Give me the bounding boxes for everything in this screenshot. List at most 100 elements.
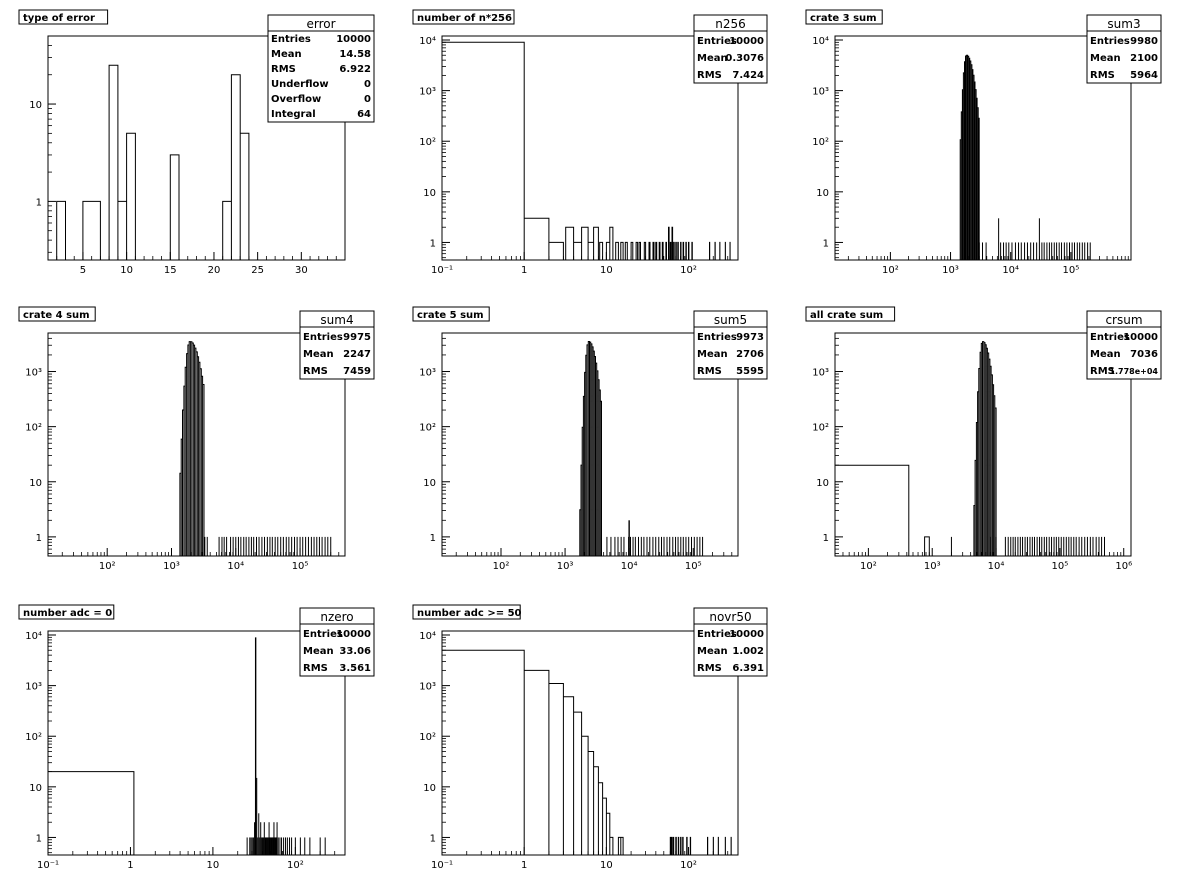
y-tick-label: 10⁴ <box>812 36 829 47</box>
histogram-title: crate 4 sum <box>18 306 96 322</box>
x-axis: 10² 10³ 10⁴ 10⁵ <box>455 548 739 572</box>
stats-value: 2100 <box>1130 53 1158 64</box>
histogram-bars <box>56 64 250 260</box>
stats-value: 7.424 <box>732 70 764 81</box>
stats-value: 0 <box>364 79 371 90</box>
y-axis: 1 10 10² 10³ 10⁴ <box>25 631 56 854</box>
stats-value: 10000 <box>1123 332 1158 343</box>
x-tick-label: 10² <box>680 265 697 276</box>
x-tick-label: 10² <box>493 561 510 572</box>
y-tick-label: 10² <box>419 423 436 434</box>
stats-name: sum3 <box>1107 17 1140 31</box>
stats-value: 0 <box>364 94 371 105</box>
histogram-panel: 1 10 10² 10³ 10⁴ 10⁻¹ 1 10 10² number adc >= 50 no… <box>412 604 768 871</box>
stats-label: Mean <box>303 646 334 657</box>
x-tick-label: 1 <box>521 265 527 276</box>
stats-label: Mean <box>271 49 302 60</box>
title-box <box>805 306 896 322</box>
x-axis: 10⁻¹ 1 10 10² <box>431 847 739 871</box>
stats-name: error <box>306 17 335 31</box>
stats-label: Underflow <box>271 79 329 90</box>
histogram-panel: 1 10 10² 10³ 10² 10³ 10⁴ 10⁵ 10⁶ all crate sum crs… <box>805 306 1162 572</box>
stats-value: 14.58 <box>339 49 371 60</box>
y-axis: 1 10 <box>29 35 56 253</box>
stats-frame <box>1086 310 1162 380</box>
histogram-title: crate 3 sum <box>805 9 883 25</box>
y-tick-label: 10² <box>419 137 436 148</box>
stats-label: Mean <box>303 349 334 360</box>
x-tick-label: 10² <box>860 561 877 572</box>
histogram-bars <box>441 41 731 260</box>
stats-frame <box>693 310 768 380</box>
title-text: all crate sum <box>810 310 883 321</box>
stats-label: RMS <box>1090 366 1115 377</box>
stats-value: 10000 <box>336 34 371 45</box>
y-axis: 1 10 10² 10³ 10⁴ <box>812 36 843 259</box>
title-box <box>412 9 515 25</box>
y-tick-label: 10 <box>29 478 42 489</box>
x-tick-label: 10⁴ <box>227 561 244 572</box>
y-tick-label: 1 <box>430 833 436 844</box>
y-tick-label: 10 <box>423 783 436 794</box>
x-tick-label: 10 <box>600 860 613 871</box>
y-tick-label: 10² <box>25 732 42 743</box>
histogram-title: type of error <box>18 9 109 25</box>
stats-label: Entries <box>271 34 311 45</box>
stats-value: 7459 <box>343 366 371 377</box>
y-axis: 1 10 10² 10³ <box>419 332 450 554</box>
x-tick-label: 10³ <box>163 561 180 572</box>
stats-frame <box>299 607 375 677</box>
stats-box: error Entries 10000 Mean 14.58 RMS 6.922 Underf… <box>267 14 375 123</box>
stats-label: Entries <box>1090 36 1130 47</box>
stats-label: RMS <box>697 70 722 81</box>
histogram-title: number of n*256 <box>412 9 515 25</box>
stats-frame <box>299 310 375 380</box>
y-tick-label: 10³ <box>812 87 829 98</box>
x-tick-label: 10³ <box>942 265 959 276</box>
x-axis: 5 10 15 20 25 30 <box>47 252 337 276</box>
stats-name: novr50 <box>709 610 751 624</box>
x-tick-label: 10 <box>120 265 133 276</box>
stats-name: sum5 <box>714 313 747 327</box>
stats-frame <box>1086 14 1162 84</box>
stats-value: 7036 <box>1130 349 1158 360</box>
title-text: number of n*256 <box>417 13 512 24</box>
stats-value: 0.3076 <box>725 53 764 64</box>
x-axis: 10² 10³ 10⁴ 10⁵ <box>61 548 346 572</box>
stats-label: Entries <box>697 332 737 343</box>
y-tick-label: 10 <box>816 188 829 199</box>
title-box <box>805 9 883 25</box>
x-tick-label: 10² <box>99 561 116 572</box>
x-axis: 10² 10³ 10⁴ 10⁵ <box>847 252 1129 276</box>
title-box <box>18 9 109 25</box>
stats-name: crsum <box>1105 313 1142 327</box>
y-tick-label: 10⁴ <box>419 36 436 47</box>
y-axis: 1 10 10² 10³ 10⁴ <box>419 631 450 854</box>
y-tick-label: 1 <box>823 238 829 249</box>
stats-label: RMS <box>303 663 328 674</box>
stats-label: RMS <box>1090 70 1115 81</box>
y-axis: 1 10 10² 10³ <box>25 332 56 554</box>
stats-box: sum5 Entries 9973 Mean 2706 RMS 5595 <box>693 310 768 380</box>
stats-value: 9980 <box>1130 36 1158 47</box>
y-tick-label: 10³ <box>419 368 436 379</box>
plot-frame <box>47 332 346 557</box>
y-tick-label: 1 <box>430 533 436 544</box>
y-tick-label: 10³ <box>812 368 829 379</box>
stats-value: 9973 <box>736 332 764 343</box>
histogram-title: crate 5 sum <box>412 306 490 322</box>
x-tick-label: 10⁵ <box>685 561 702 572</box>
x-tick-label: 10⁻¹ <box>431 860 453 871</box>
stats-frame <box>693 14 768 84</box>
x-tick-label: 10⁵ <box>1052 561 1069 572</box>
x-axis: 10⁻¹ 1 10 10² <box>37 847 346 871</box>
histogram-panel: 1 10 10² 10³ 10⁴ 10⁻¹ 1 10 10² number of n*256 n25… <box>412 9 768 276</box>
y-tick-label: 1 <box>823 533 829 544</box>
x-axis: 10² 10³ 10⁴ 10⁵ 10⁶ <box>834 548 1132 572</box>
title-text: number adc >= 50 <box>417 608 522 619</box>
histogram-panel: 1 10 5 10 15 20 25 30 type of error error Entries 1… <box>18 9 375 276</box>
title-text: type of error <box>23 13 95 24</box>
stats-name: n256 <box>715 17 746 31</box>
